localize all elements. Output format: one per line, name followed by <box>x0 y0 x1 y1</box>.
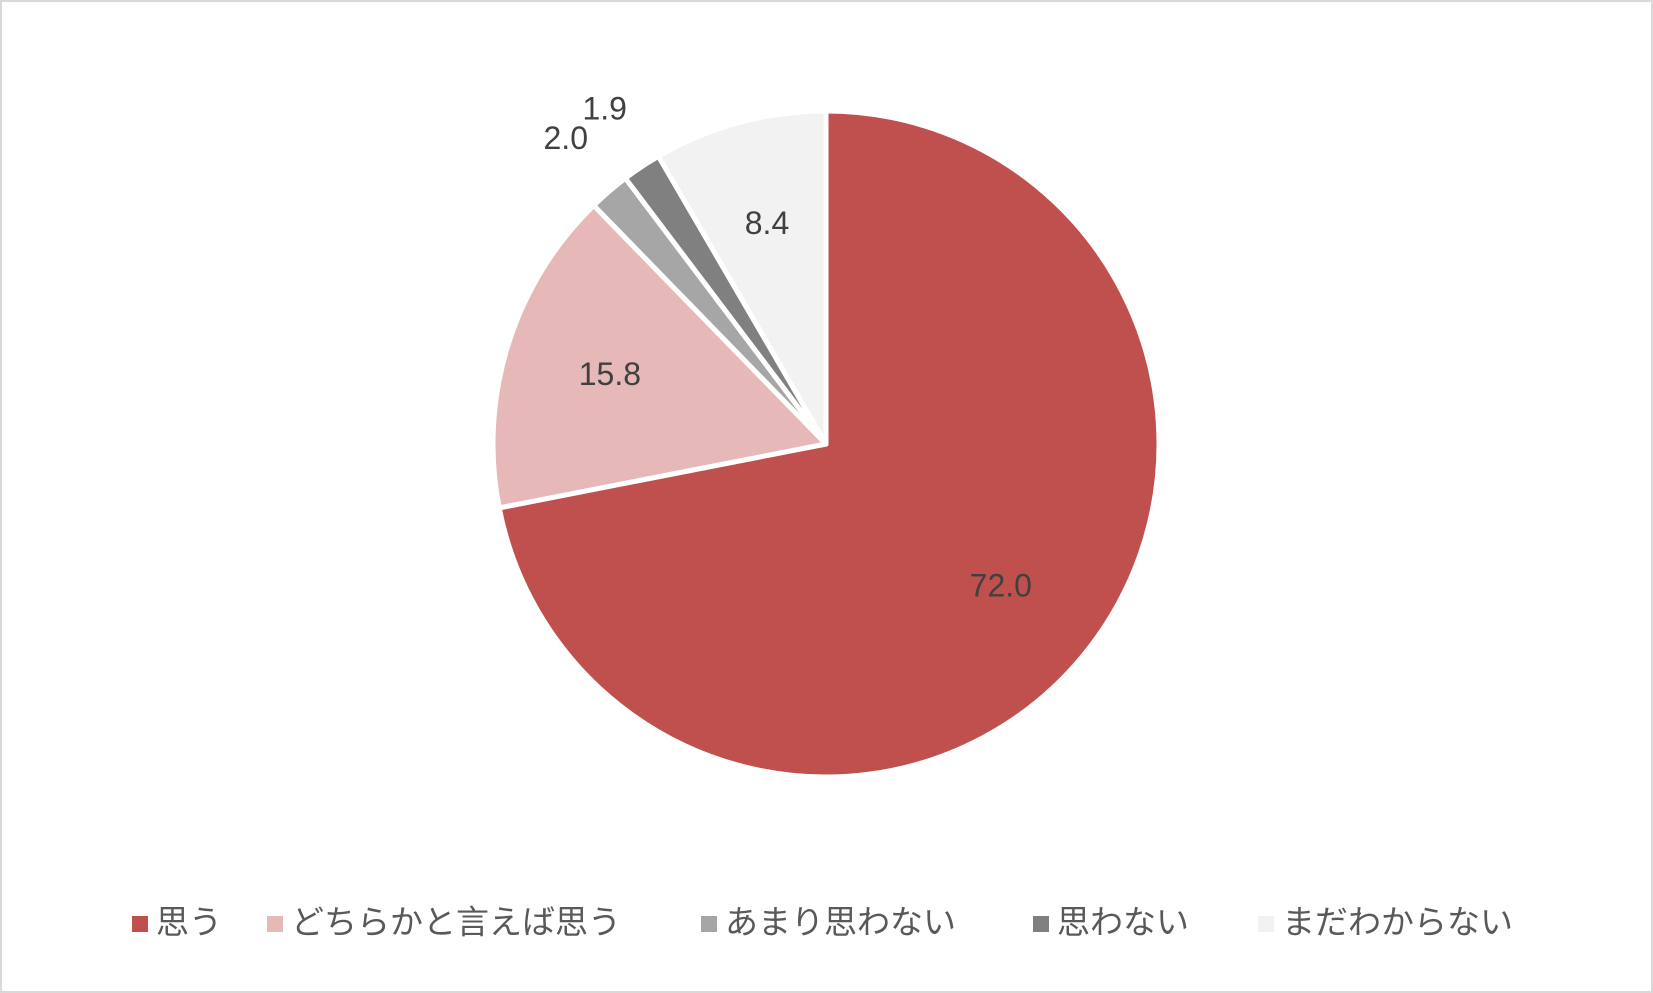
legend-label: 思う <box>156 903 222 942</box>
legend-swatch <box>132 916 148 932</box>
pie-slice <box>490 202 829 511</box>
pie-slice <box>496 108 1162 780</box>
data-label: 1.9 <box>582 91 626 127</box>
legend-label: あまり思わない <box>725 903 956 942</box>
legend-label: 思わない <box>1057 903 1189 942</box>
data-label: 72.0 <box>970 567 1032 603</box>
data-label: 8.4 <box>745 205 789 241</box>
legend-swatch <box>267 916 283 932</box>
data-label: 15.8 <box>579 356 641 392</box>
legend-swatch <box>1258 916 1274 932</box>
legend-label: どちらかと言えば思う <box>291 903 621 942</box>
pie-slice <box>655 108 829 447</box>
legend-label: まだわからない <box>1282 903 1513 942</box>
legend-swatch <box>1033 916 1049 932</box>
legend-swatch <box>701 916 717 932</box>
data-label: 2.0 <box>544 120 588 156</box>
